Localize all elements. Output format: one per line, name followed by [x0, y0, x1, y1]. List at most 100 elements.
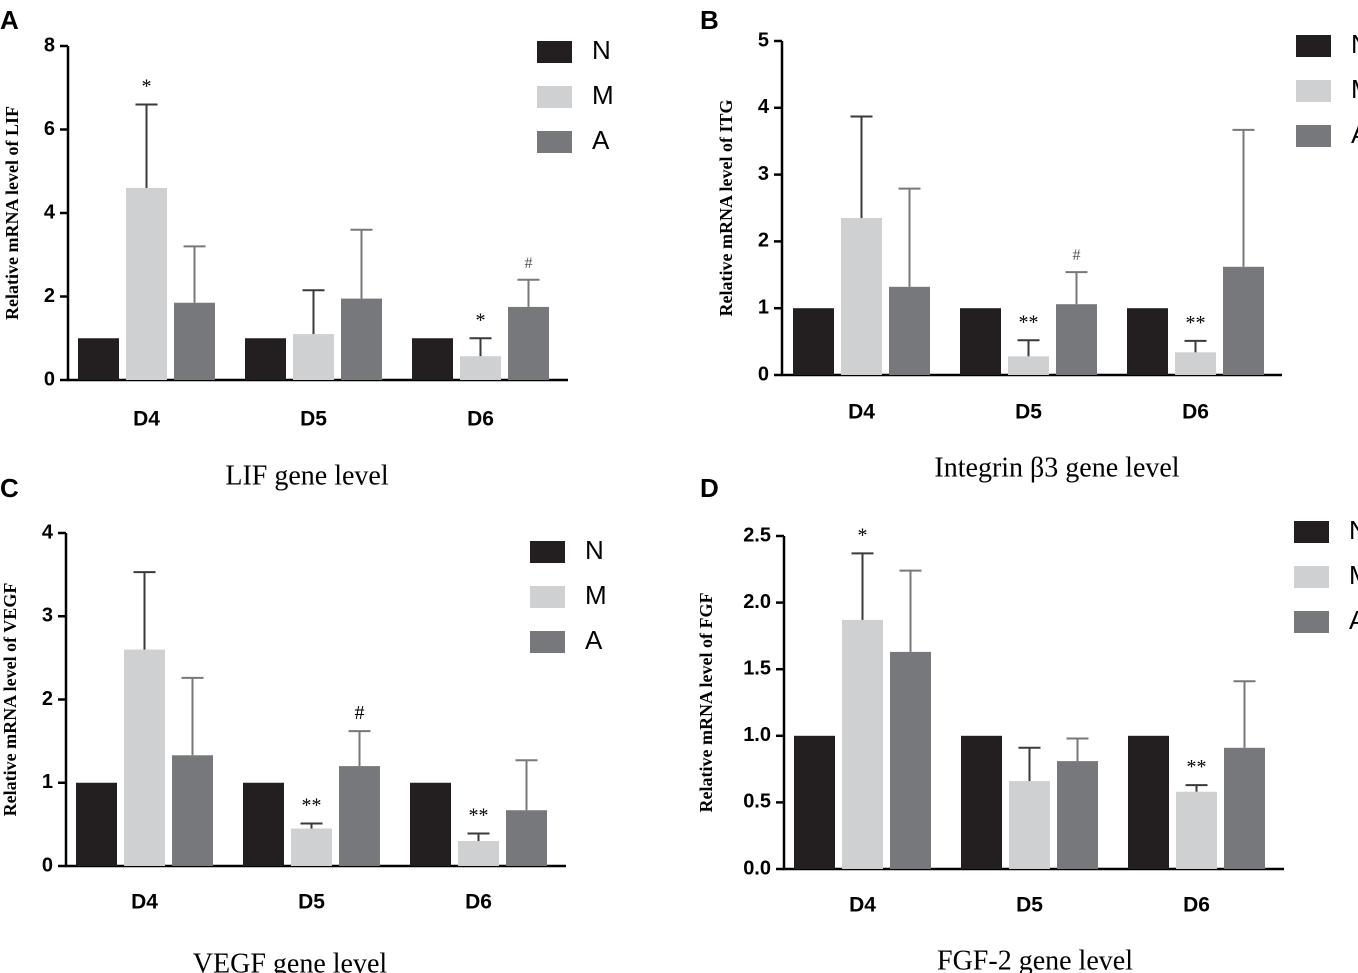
panel-letter: C	[0, 473, 19, 503]
bar-d4-m	[841, 218, 882, 375]
legend-label-n: N	[592, 35, 611, 65]
bar-d5-m	[291, 828, 332, 866]
y-tick-label: 4	[42, 521, 54, 543]
y-tick-label: 3	[42, 605, 53, 627]
y-axis-label: Relative mRNA level of FGF	[696, 593, 716, 813]
x-tick-label: D6	[1182, 401, 1209, 424]
bar-d5-n	[243, 782, 284, 866]
y-tick-label: 6	[44, 118, 55, 140]
panel-letter: A	[0, 5, 19, 35]
x-tick-label: D4	[133, 408, 160, 431]
bar-d6-n	[412, 338, 453, 380]
legend-swatch-m	[530, 586, 565, 608]
y-axis-label: Relative mRNA level of VEGF	[0, 583, 20, 817]
legend-label-a: A	[1351, 119, 1358, 149]
legend-swatch-m	[537, 86, 572, 108]
bar-d5-m	[1008, 356, 1049, 375]
y-axis-label: Relative mRNA level of LIF	[2, 106, 22, 320]
legend-label-m: M	[1351, 74, 1358, 104]
panel-letter: D	[700, 473, 719, 503]
panel-d: D 0.0 0.5 1.0 1.5 2.0 2.5 Relative mRNA level o…	[696, 473, 1358, 973]
legend-label-a: A	[1349, 605, 1358, 635]
x-tick-label: D6	[1183, 894, 1210, 917]
bar-d5-m	[1009, 781, 1050, 869]
bar-d5-n	[961, 735, 1002, 869]
significance-marker: **	[302, 795, 322, 817]
y-tick-label: 0	[758, 363, 769, 385]
bar-d5-a	[341, 298, 382, 380]
bar-d6-m	[1176, 791, 1217, 869]
legend-swatch-n	[530, 541, 565, 563]
bar-d6-m	[458, 841, 499, 866]
bar-d4-a	[889, 286, 930, 375]
y-tick-label: 0.0	[743, 857, 771, 879]
legend-label-m: M	[592, 80, 614, 110]
legend-label-n: N	[585, 535, 604, 565]
y-tick-label: 0	[44, 368, 55, 390]
y-tick-label: 1	[42, 771, 53, 793]
bar-d6-a	[506, 810, 547, 866]
y-tick-label: 1.0	[743, 724, 771, 746]
bar-d5-a	[1056, 304, 1097, 375]
panel-c: C 0 1 2 3 4 Relative mRNA level of VEGF D4 ** # D5…	[0, 473, 607, 973]
bar-d4-m	[124, 649, 165, 866]
bar-d4-m	[842, 619, 883, 869]
bar-d4-n	[78, 338, 119, 380]
x-tick-label: D4	[131, 891, 158, 914]
panel-b: B 0 1 2 3 4 5 Relative mRNA level of ITG D4 ** # D5…	[700, 5, 1358, 484]
legend-swatch-a	[537, 131, 572, 153]
x-tick-label: D5	[1016, 894, 1043, 917]
legend-label-m: M	[585, 580, 607, 610]
y-tick-label: 0.5	[743, 791, 771, 813]
bar-d6-a	[508, 306, 549, 380]
significance-marker: **	[469, 805, 489, 827]
bar-d4-a	[174, 302, 215, 380]
legend-swatch-a	[1296, 125, 1331, 147]
legend-swatch-m	[1296, 80, 1331, 102]
legend-label-m: M	[1349, 560, 1358, 590]
bar-d5-a	[1057, 761, 1098, 869]
bar-d6-m	[1175, 352, 1216, 375]
bar-d6-n	[1127, 308, 1168, 375]
y-tick-label: 4	[758, 96, 770, 118]
legend-swatch-n	[537, 41, 572, 63]
x-tick-label: D5	[1015, 401, 1042, 424]
x-tick-label: D6	[467, 408, 494, 431]
significance-marker: **	[1187, 756, 1207, 778]
bar-d6-a	[1223, 266, 1264, 375]
bar-d6-n	[410, 782, 451, 866]
legend-label-n: N	[1351, 29, 1358, 59]
bar-d5-m	[293, 334, 334, 380]
bar-d5-a	[339, 766, 380, 866]
y-tick-label: 2.5	[743, 524, 771, 546]
y-tick-label: 2	[758, 230, 769, 252]
y-tick-label: 2	[42, 688, 53, 710]
legend-swatch-m	[1294, 566, 1329, 588]
bar-d5-n	[245, 338, 286, 380]
legend-swatch-a	[530, 631, 565, 653]
bar-d5-n	[960, 308, 1001, 375]
significance-marker: #	[525, 255, 533, 272]
y-axis-label: Relative mRNA level of ITG	[716, 100, 736, 317]
y-tick-label: 2.0	[743, 591, 771, 613]
legend-label-a: A	[585, 625, 603, 655]
panel-caption: FGF-2 gene level	[937, 945, 1133, 973]
bar-d6-n	[1128, 735, 1169, 869]
legend-swatch-n	[1296, 35, 1331, 57]
panel-a: A 0 2 4 6 8 Relative mRNA level of LIF * D4 D5 * # D…	[0, 5, 614, 492]
x-tick-label: D5	[298, 891, 325, 914]
significance-marker: *	[476, 309, 486, 331]
significance-marker: #	[1073, 247, 1081, 264]
panel-caption: Integrin β3 gene level	[934, 452, 1179, 483]
y-tick-label: 1	[758, 296, 769, 318]
significance-marker: **	[1019, 311, 1039, 333]
significance-marker: *	[142, 75, 152, 97]
y-tick-label: 1.5	[743, 657, 771, 679]
panel-caption: VEGF gene level	[193, 948, 388, 973]
significance-marker: #	[355, 702, 365, 724]
legend-label-a: A	[592, 125, 610, 155]
bar-d6-m	[460, 356, 501, 380]
x-tick-label: D5	[300, 408, 327, 431]
x-tick-label: D4	[849, 894, 876, 917]
y-tick-label: 2	[44, 285, 55, 307]
